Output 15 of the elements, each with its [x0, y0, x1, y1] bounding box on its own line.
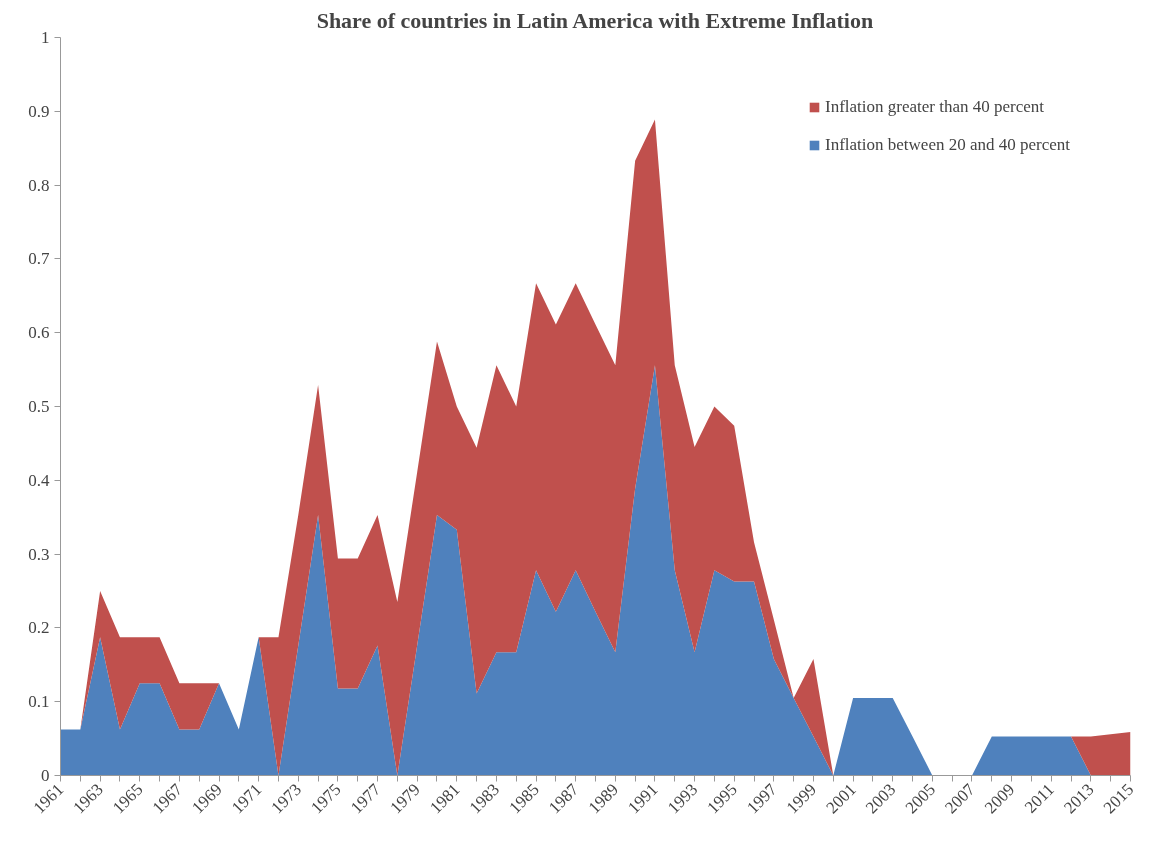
y-tick-label: 0 — [41, 766, 50, 785]
y-tick-label: 0.9 — [28, 101, 50, 121]
y-tick-label: 0.8 — [28, 175, 50, 195]
y-tick-label: 1 — [41, 28, 50, 47]
y-tick-label: 0.2 — [28, 618, 50, 638]
y-tick-label: 0.1 — [28, 692, 50, 712]
y-tick-label: 0.5 — [28, 397, 50, 416]
y-tick-label: 0.4 — [28, 470, 50, 490]
y-tick-label: 0.7 — [28, 249, 50, 269]
y-tick-label: 0.6 — [28, 323, 50, 343]
legend-label: Inflation between 20 and 40 percent — [825, 135, 1070, 155]
chart-title: Share of countries in Latin America with Extreme Inflation — [316, 7, 874, 33]
x-tick-label: 2011 — [1020, 779, 1058, 817]
y-tick-label: 0.3 — [28, 544, 50, 564]
legend-label: Inflation greater than 40 percent — [825, 97, 1045, 117]
